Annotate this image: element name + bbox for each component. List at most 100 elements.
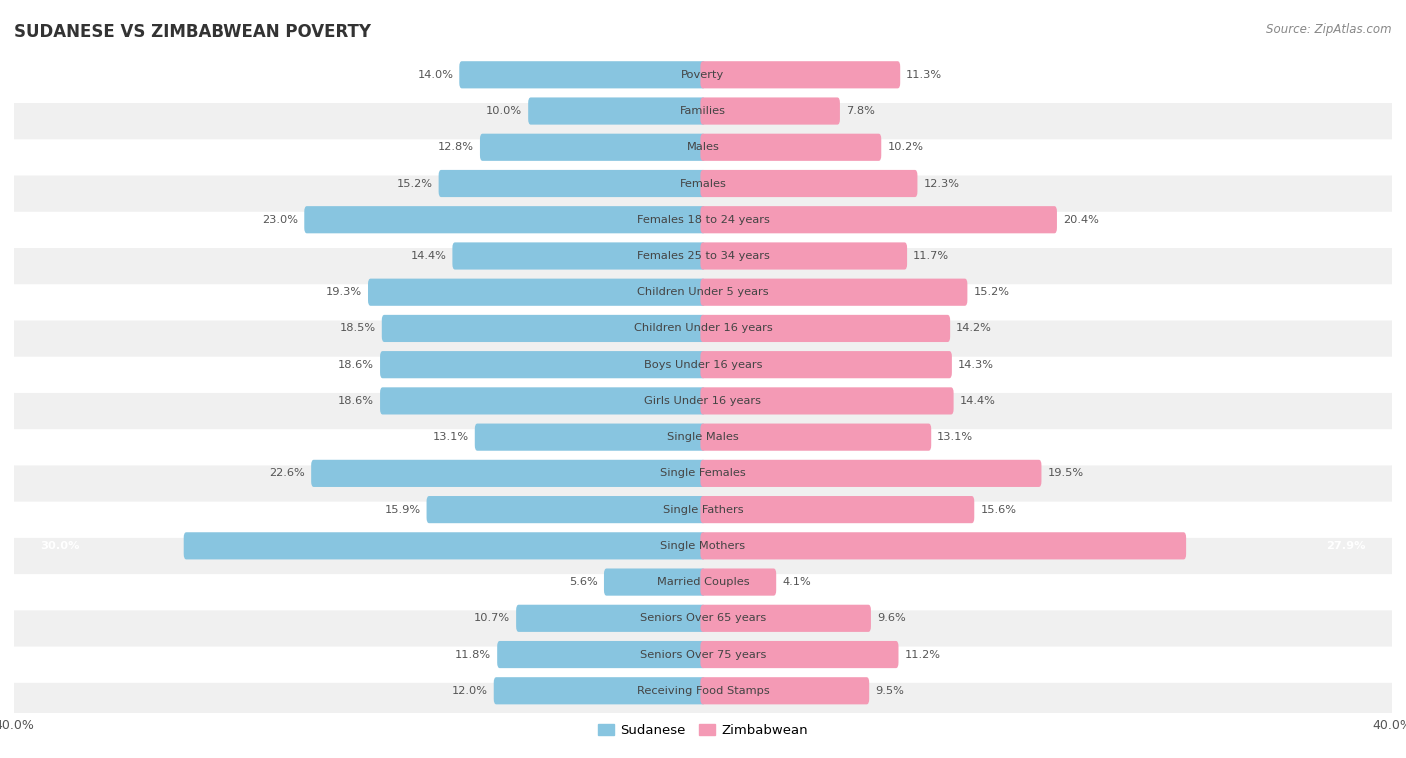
FancyBboxPatch shape [700,61,900,89]
Text: Children Under 5 years: Children Under 5 years [637,287,769,297]
FancyBboxPatch shape [380,387,706,415]
FancyBboxPatch shape [8,554,1398,610]
Text: 14.4%: 14.4% [960,396,995,406]
Text: 15.2%: 15.2% [973,287,1010,297]
Text: Boys Under 16 years: Boys Under 16 years [644,360,762,370]
Text: 22.6%: 22.6% [270,468,305,478]
Text: Girls Under 16 years: Girls Under 16 years [644,396,762,406]
Text: SUDANESE VS ZIMBABWEAN POVERTY: SUDANESE VS ZIMBABWEAN POVERTY [14,23,371,41]
FancyBboxPatch shape [8,264,1398,321]
Text: 5.6%: 5.6% [569,577,598,587]
Text: Females 25 to 34 years: Females 25 to 34 years [637,251,769,261]
FancyBboxPatch shape [8,119,1398,176]
Text: Females: Females [679,178,727,189]
FancyBboxPatch shape [8,227,1398,284]
Text: 13.1%: 13.1% [433,432,468,442]
FancyBboxPatch shape [700,424,931,451]
FancyBboxPatch shape [498,641,706,668]
Text: Receiving Food Stamps: Receiving Food Stamps [637,686,769,696]
Text: Males: Males [686,143,720,152]
FancyBboxPatch shape [700,496,974,523]
Text: 20.4%: 20.4% [1063,215,1099,224]
FancyBboxPatch shape [700,170,918,197]
FancyBboxPatch shape [529,98,706,124]
Text: 14.4%: 14.4% [411,251,446,261]
Text: Single Fathers: Single Fathers [662,505,744,515]
FancyBboxPatch shape [8,192,1398,248]
FancyBboxPatch shape [8,481,1398,538]
Text: 11.2%: 11.2% [904,650,941,659]
Text: 9.5%: 9.5% [875,686,904,696]
Legend: Sudanese, Zimbabwean: Sudanese, Zimbabwean [593,719,813,742]
Text: Single Males: Single Males [666,432,740,442]
FancyBboxPatch shape [8,373,1398,429]
FancyBboxPatch shape [8,83,1398,139]
FancyBboxPatch shape [516,605,706,632]
Text: 11.3%: 11.3% [907,70,942,80]
FancyBboxPatch shape [8,590,1398,647]
Text: Females 18 to 24 years: Females 18 to 24 years [637,215,769,224]
FancyBboxPatch shape [700,133,882,161]
FancyBboxPatch shape [8,518,1398,574]
Text: Source: ZipAtlas.com: Source: ZipAtlas.com [1267,23,1392,36]
Text: 18.6%: 18.6% [337,360,374,370]
FancyBboxPatch shape [368,279,706,305]
Text: Children Under 16 years: Children Under 16 years [634,324,772,334]
Text: Families: Families [681,106,725,116]
Text: 27.9%: 27.9% [1327,541,1367,551]
Text: Single Mothers: Single Mothers [661,541,745,551]
Text: 7.8%: 7.8% [846,106,875,116]
FancyBboxPatch shape [8,337,1398,393]
Text: Seniors Over 65 years: Seniors Over 65 years [640,613,766,623]
Text: Single Females: Single Females [661,468,745,478]
FancyBboxPatch shape [700,605,870,632]
FancyBboxPatch shape [184,532,706,559]
Text: 15.9%: 15.9% [384,505,420,515]
FancyBboxPatch shape [700,279,967,305]
FancyBboxPatch shape [8,662,1398,719]
FancyBboxPatch shape [475,424,706,451]
Text: 18.5%: 18.5% [340,324,375,334]
FancyBboxPatch shape [700,460,1042,487]
Text: 18.6%: 18.6% [337,396,374,406]
Text: 12.8%: 12.8% [437,143,474,152]
Text: 12.3%: 12.3% [924,178,959,189]
Text: Seniors Over 75 years: Seniors Over 75 years [640,650,766,659]
Text: 11.7%: 11.7% [912,251,949,261]
Text: 14.0%: 14.0% [418,70,453,80]
Text: 23.0%: 23.0% [263,215,298,224]
FancyBboxPatch shape [311,460,706,487]
FancyBboxPatch shape [700,387,953,415]
Text: 10.2%: 10.2% [887,143,924,152]
FancyBboxPatch shape [700,351,952,378]
FancyBboxPatch shape [700,206,1057,233]
Text: 30.0%: 30.0% [39,541,79,551]
FancyBboxPatch shape [8,300,1398,357]
Text: 14.3%: 14.3% [957,360,994,370]
FancyBboxPatch shape [700,98,839,124]
FancyBboxPatch shape [304,206,706,233]
Text: Poverty: Poverty [682,70,724,80]
FancyBboxPatch shape [700,243,907,270]
FancyBboxPatch shape [700,315,950,342]
Text: 15.2%: 15.2% [396,178,433,189]
Text: 15.6%: 15.6% [980,505,1017,515]
FancyBboxPatch shape [605,568,706,596]
FancyBboxPatch shape [479,133,706,161]
FancyBboxPatch shape [700,532,1187,559]
FancyBboxPatch shape [439,170,706,197]
FancyBboxPatch shape [8,445,1398,502]
FancyBboxPatch shape [8,626,1398,683]
FancyBboxPatch shape [8,409,1398,465]
FancyBboxPatch shape [380,351,706,378]
FancyBboxPatch shape [700,641,898,668]
Text: 10.0%: 10.0% [486,106,522,116]
Text: 11.8%: 11.8% [456,650,491,659]
Text: 10.7%: 10.7% [474,613,510,623]
Text: 14.2%: 14.2% [956,324,993,334]
FancyBboxPatch shape [8,155,1398,211]
FancyBboxPatch shape [382,315,706,342]
Text: 12.0%: 12.0% [451,686,488,696]
FancyBboxPatch shape [494,677,706,704]
FancyBboxPatch shape [426,496,706,523]
